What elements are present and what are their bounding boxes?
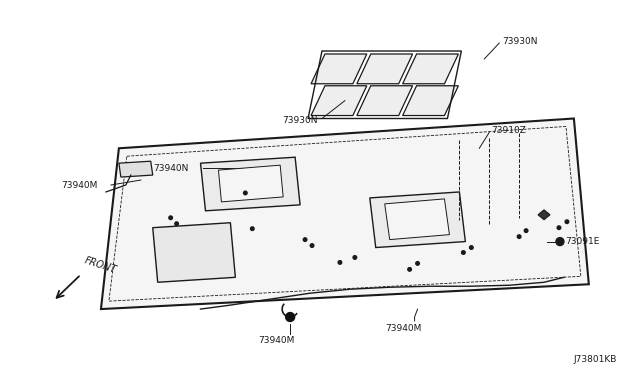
Text: 73930N: 73930N — [282, 116, 317, 125]
Polygon shape — [538, 210, 550, 220]
Text: 73940N: 73940N — [153, 164, 188, 173]
Polygon shape — [357, 54, 413, 84]
Circle shape — [303, 238, 307, 241]
Polygon shape — [153, 223, 236, 282]
Text: J73801KB: J73801KB — [574, 355, 617, 364]
Circle shape — [285, 312, 294, 321]
Circle shape — [461, 251, 465, 254]
Polygon shape — [101, 119, 589, 309]
Polygon shape — [403, 86, 458, 116]
Polygon shape — [385, 199, 449, 240]
Circle shape — [524, 229, 528, 232]
Circle shape — [250, 227, 254, 231]
Circle shape — [470, 246, 473, 249]
Text: 73940M: 73940M — [61, 180, 97, 189]
Polygon shape — [119, 161, 153, 177]
Circle shape — [169, 216, 172, 219]
Circle shape — [244, 191, 247, 195]
Circle shape — [565, 220, 569, 224]
Polygon shape — [370, 192, 465, 247]
Circle shape — [310, 244, 314, 247]
Polygon shape — [311, 86, 367, 116]
Text: 73940M: 73940M — [259, 336, 294, 345]
Circle shape — [557, 226, 561, 230]
Polygon shape — [357, 86, 413, 116]
Text: FRONT: FRONT — [83, 255, 118, 275]
Polygon shape — [200, 157, 300, 211]
Circle shape — [338, 261, 342, 264]
Circle shape — [556, 238, 564, 246]
Circle shape — [408, 267, 412, 271]
Text: 73930N: 73930N — [502, 36, 538, 46]
Circle shape — [416, 262, 419, 265]
Polygon shape — [311, 54, 367, 84]
Circle shape — [353, 256, 356, 259]
Text: 73940M: 73940M — [386, 324, 422, 333]
Text: 73910Z: 73910Z — [492, 126, 526, 135]
Circle shape — [517, 235, 521, 238]
Circle shape — [175, 222, 179, 225]
Text: 73091E: 73091E — [565, 237, 599, 246]
Polygon shape — [403, 54, 458, 84]
Polygon shape — [218, 165, 283, 202]
